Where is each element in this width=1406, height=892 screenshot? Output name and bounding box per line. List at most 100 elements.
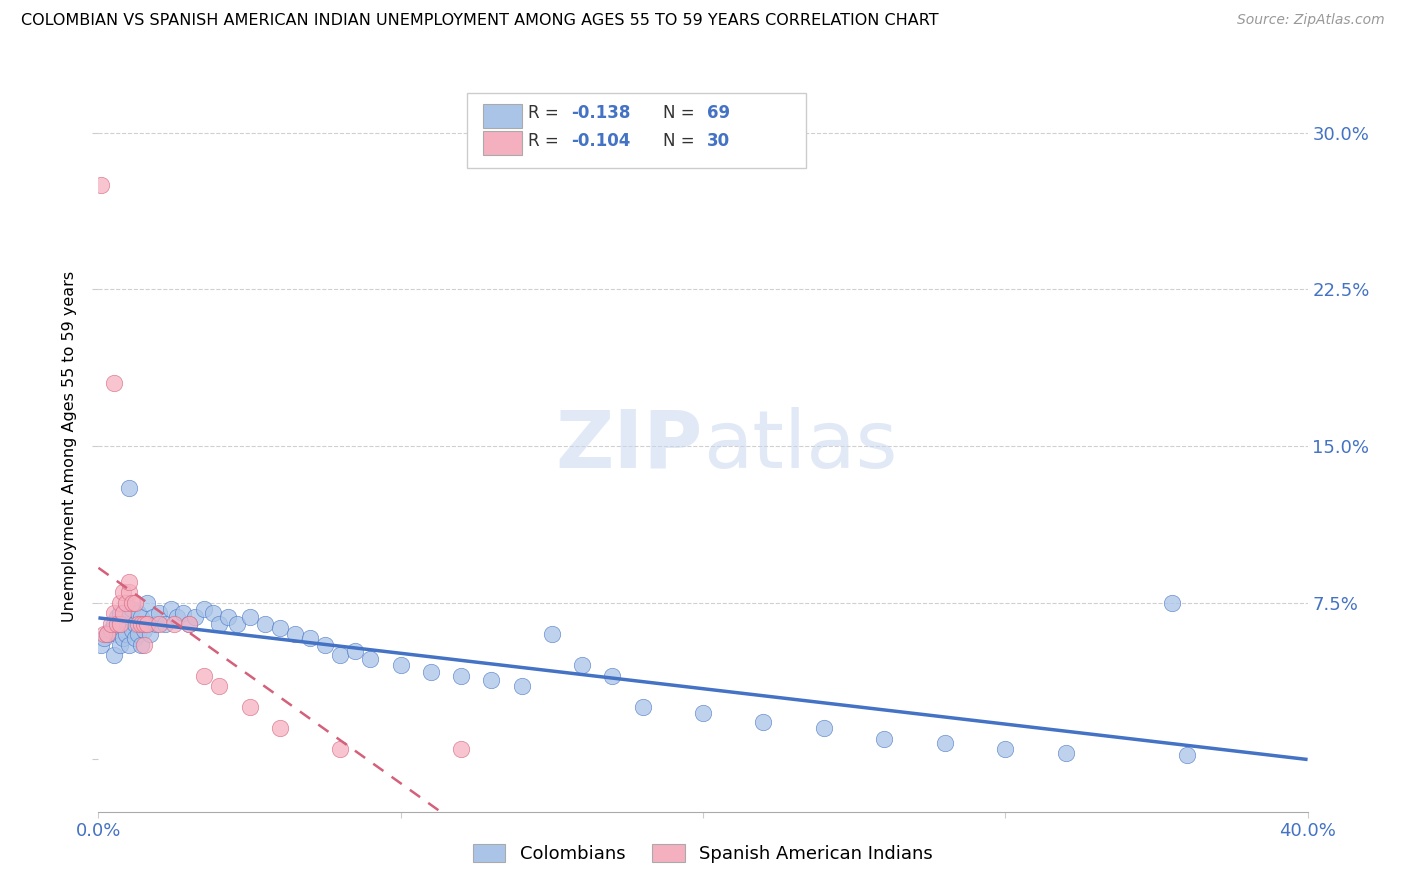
Point xyxy=(813,721,835,735)
Text: atlas: atlas xyxy=(703,407,897,485)
Point xyxy=(752,714,775,729)
Y-axis label: Unemployment Among Ages 55 to 59 years: Unemployment Among Ages 55 to 59 years xyxy=(62,270,77,622)
Point xyxy=(239,700,262,714)
Text: -0.138: -0.138 xyxy=(571,104,630,122)
Text: -0.104: -0.104 xyxy=(571,132,630,150)
Point xyxy=(129,638,152,652)
Point xyxy=(934,736,956,750)
Point xyxy=(692,706,714,721)
Point xyxy=(202,606,225,620)
Text: ZIP: ZIP xyxy=(555,407,703,485)
FancyBboxPatch shape xyxy=(482,104,522,128)
Point xyxy=(360,652,382,666)
Point xyxy=(100,616,122,631)
Point xyxy=(389,658,412,673)
Point xyxy=(121,623,143,637)
FancyBboxPatch shape xyxy=(482,131,522,155)
Point xyxy=(135,616,157,631)
Point xyxy=(208,679,231,693)
Point xyxy=(132,616,155,631)
Point xyxy=(105,627,128,641)
Point xyxy=(103,376,125,391)
Point xyxy=(184,610,207,624)
Point xyxy=(93,627,115,641)
Text: 30: 30 xyxy=(707,132,730,150)
Point xyxy=(124,616,146,631)
Point xyxy=(118,610,141,624)
Point xyxy=(329,648,352,662)
Point xyxy=(1160,596,1182,610)
Point xyxy=(299,632,322,646)
Text: N =: N = xyxy=(664,132,700,150)
Point xyxy=(114,627,136,641)
Point xyxy=(127,627,149,641)
Point xyxy=(121,596,143,610)
Point xyxy=(344,644,367,658)
Point xyxy=(148,606,170,620)
Point xyxy=(105,610,128,624)
Point xyxy=(114,596,136,610)
Point xyxy=(90,638,112,652)
Point xyxy=(226,616,249,631)
Point xyxy=(1175,748,1198,763)
Text: Source: ZipAtlas.com: Source: ZipAtlas.com xyxy=(1237,13,1385,28)
Point xyxy=(284,627,307,641)
Point xyxy=(135,596,157,610)
Point xyxy=(127,606,149,620)
Point xyxy=(103,606,125,620)
Point xyxy=(96,627,118,641)
Point xyxy=(148,616,170,631)
Point xyxy=(124,632,146,646)
Point xyxy=(193,602,215,616)
Point xyxy=(135,616,157,631)
Point xyxy=(111,606,134,620)
Point xyxy=(118,585,141,599)
Point xyxy=(100,623,122,637)
Point xyxy=(873,731,896,746)
Text: R =: R = xyxy=(527,132,564,150)
Point xyxy=(132,623,155,637)
Point xyxy=(121,602,143,616)
Point xyxy=(631,700,654,714)
Point xyxy=(96,627,118,641)
Point xyxy=(1054,746,1077,760)
Point xyxy=(540,627,562,641)
Point xyxy=(127,616,149,631)
Text: R =: R = xyxy=(527,104,564,122)
Point xyxy=(93,632,115,646)
Point xyxy=(239,610,262,624)
Point xyxy=(103,616,125,631)
Point xyxy=(129,610,152,624)
Point xyxy=(124,596,146,610)
Text: 69: 69 xyxy=(707,104,730,122)
Point xyxy=(103,648,125,662)
Point xyxy=(166,610,188,624)
Point xyxy=(329,742,352,756)
Point xyxy=(105,616,128,631)
Point xyxy=(172,606,194,620)
Point xyxy=(269,721,291,735)
Point xyxy=(269,621,291,635)
Point xyxy=(139,627,162,641)
Point xyxy=(111,585,134,599)
Point xyxy=(118,481,141,495)
Point xyxy=(153,616,176,631)
Point xyxy=(420,665,443,679)
Point xyxy=(450,742,472,756)
Point xyxy=(179,616,201,631)
Point xyxy=(314,638,336,652)
Point xyxy=(602,669,624,683)
Point xyxy=(108,616,131,631)
Point xyxy=(217,610,239,624)
Point xyxy=(163,616,186,631)
Text: N =: N = xyxy=(664,104,700,122)
Point xyxy=(118,638,141,652)
Point xyxy=(160,602,183,616)
Point xyxy=(145,616,167,631)
Point xyxy=(111,616,134,631)
Text: COLOMBIAN VS SPANISH AMERICAN INDIAN UNEMPLOYMENT AMONG AGES 55 TO 59 YEARS CORR: COLOMBIAN VS SPANISH AMERICAN INDIAN UNE… xyxy=(21,13,939,29)
Point xyxy=(253,616,276,631)
Point xyxy=(208,616,231,631)
FancyBboxPatch shape xyxy=(467,94,806,168)
Point xyxy=(994,742,1017,756)
